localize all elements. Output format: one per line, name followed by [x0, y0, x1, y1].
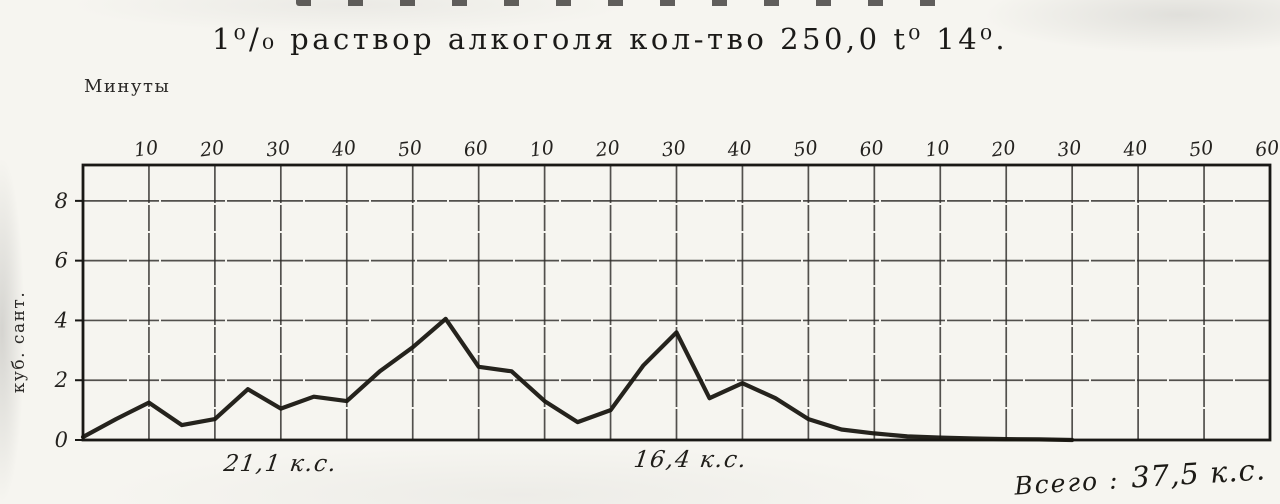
x-tick-label: 40	[1121, 137, 1149, 162]
x-tick-label: 40	[330, 137, 358, 162]
x-tick-label: 20	[198, 137, 226, 162]
x-tick-label: 60	[858, 137, 885, 162]
x-tick-label: 10	[924, 137, 951, 162]
secretion-curve	[80, 316, 1075, 443]
x-tick-label: 60	[1254, 137, 1280, 162]
x-tick-label: 40	[725, 137, 753, 162]
y-tick-label: 4	[54, 308, 68, 332]
y-tick-label: 0	[55, 428, 68, 452]
cropped-top-text	[296, 0, 942, 6]
x-axis-label: Минуты	[84, 76, 171, 97]
x-tick-label: 10	[133, 137, 160, 162]
x-tick-label: 60	[463, 137, 490, 162]
y-tick-label: 8	[55, 189, 68, 213]
x-tick-label: 10	[529, 137, 556, 162]
hour2-total-annotation: 16,4 к.с.	[632, 447, 750, 473]
chart-title: 1⁰/₀ раствор алкоголя кол-тво 250,0 t⁰ 1…	[211, 22, 1009, 56]
x-tick-label: 30	[265, 137, 292, 162]
x-tick-label: 50	[397, 137, 424, 162]
x-tick-label: 30	[1056, 137, 1083, 162]
x-tick-label: 20	[989, 137, 1017, 162]
x-tick-label: 30	[660, 137, 687, 162]
x-tick-label: 20	[593, 137, 621, 162]
plot-frame	[81, 163, 1272, 442]
x-tick-label: 50	[1188, 137, 1215, 162]
y-tick-label: 2	[54, 368, 68, 392]
grand-total-label: Всего :	[1013, 465, 1121, 501]
y-tick-label: 6	[55, 249, 68, 273]
x-tick-label: 50	[792, 137, 819, 162]
hour1-total-annotation: 21,1 к.с.	[222, 451, 340, 477]
